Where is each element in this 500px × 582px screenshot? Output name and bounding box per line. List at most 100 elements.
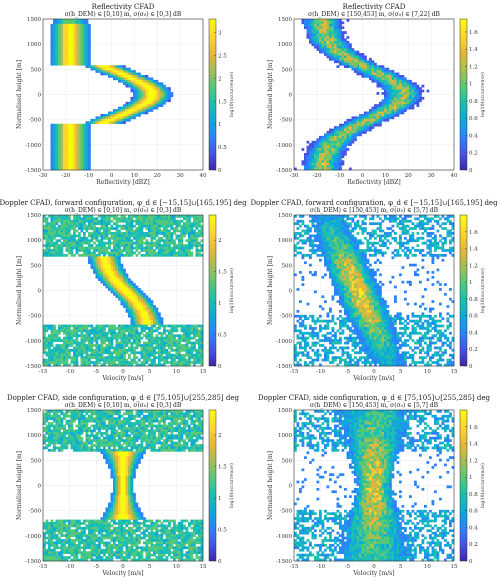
heatmap-cell [125,234,129,238]
heatmap-cell [200,249,204,252]
heatmap-cell [180,244,184,247]
heatmap-cell [75,219,79,223]
heatmap-cell [329,23,332,27]
heatmap-cell [354,50,357,54]
heatmap-cell [406,96,410,100]
heatmap-cell [115,273,119,277]
heatmap-cell [304,348,307,352]
heatmap-cell [95,329,99,333]
heatmap-cell [311,143,315,146]
heatmap-cell [294,348,297,352]
heatmap-cell [120,273,124,277]
heatmap-cell [319,314,322,318]
heatmap-cell [331,271,335,274]
heatmap-cell [110,72,114,76]
heatmap-cell [83,28,86,32]
heatmap-cell [113,65,116,69]
heatmap-cell [148,217,151,221]
heatmap-cell [75,128,79,132]
heatmap-cell [100,356,104,359]
heatmap-cell [110,215,114,218]
heatmap-cell [65,232,69,235]
heatmap-cell [406,92,410,95]
heatmap-cell [316,140,320,144]
heatmap-cell [354,138,357,142]
heatmap-cell [108,288,111,291]
heatmap-cell [130,116,134,120]
heatmap-cell [65,219,69,223]
heatmap-cell [336,236,340,240]
heatmap-cell [326,348,330,352]
heatmap-cell [83,358,86,362]
heatmap-cell [45,244,49,247]
heatmap-cell [150,344,154,347]
heatmap-cell [349,62,352,66]
heatmap-cell [175,344,179,347]
heatmap-cell [100,239,104,243]
heatmap-cell [88,334,91,338]
heatmap-cell [143,327,146,330]
heatmap-cell [165,222,169,226]
heatmap-cell [110,329,114,333]
heatmap-cell [150,217,154,221]
heatmap-cell [93,217,96,221]
heatmap-cell [334,219,337,223]
heatmap-cell [190,341,194,345]
heatmap-cell [155,215,159,218]
heatmap-cell [193,329,196,333]
heatmap-cell [108,329,111,333]
heatmap-cell [123,283,126,286]
heatmap-cell [118,346,121,350]
heatmap-cell [83,40,86,44]
heatmap-cell [83,165,86,168]
heatmap-cell [344,55,347,59]
heatmap-cell [135,341,139,345]
heatmap-cell [411,106,415,110]
heatmap-cell [60,356,64,359]
heatmap-cell [88,152,91,156]
heatmap-cell [138,89,141,93]
heatmap-cell [306,28,310,32]
heatmap-cell [321,148,325,151]
heatmap-cell [110,70,114,73]
heatmap-cell [48,222,51,226]
heatmap-cell [118,75,121,78]
heatmap-cell [158,322,161,325]
heatmap-cell [339,40,342,44]
heatmap-cell [125,336,129,340]
heatmap-cell [163,219,166,223]
heatmap-cell [336,339,340,342]
heatmap-cell [334,275,337,279]
heatmap-cell [314,234,317,238]
heatmap-cell [150,358,154,362]
heatmap-cell [80,43,84,47]
heatmap-cell [314,21,317,25]
heatmap-cell [98,234,101,238]
heatmap-cell [80,246,84,250]
heatmap-cell [319,160,322,163]
heatmap-cell [309,148,312,151]
heatmap-cell [68,28,71,32]
heatmap-cell [98,358,101,362]
heatmap-cell [195,334,199,338]
heatmap-cell [153,341,156,345]
heatmap-cell [329,319,332,323]
heatmap-cell [80,327,84,330]
heatmap-cell [334,334,337,338]
heatmap-cell [143,319,146,323]
heatmap-cell [371,113,375,117]
heatmap-cell [150,302,154,306]
heatmap-cell [125,302,129,306]
heatmap-cell [53,244,56,247]
heatmap-cell [396,109,400,112]
heatmap-cell [70,138,74,142]
heatmap-cell [150,322,154,325]
heatmap-cell [65,138,69,142]
heatmap-cell [150,92,154,95]
heatmap-cell [311,336,315,340]
heatmap-cell [150,348,154,352]
heatmap-cell [326,266,330,269]
heatmap-cell [356,116,360,120]
heatmap-cell [140,292,144,296]
heatmap-cell [138,236,141,240]
